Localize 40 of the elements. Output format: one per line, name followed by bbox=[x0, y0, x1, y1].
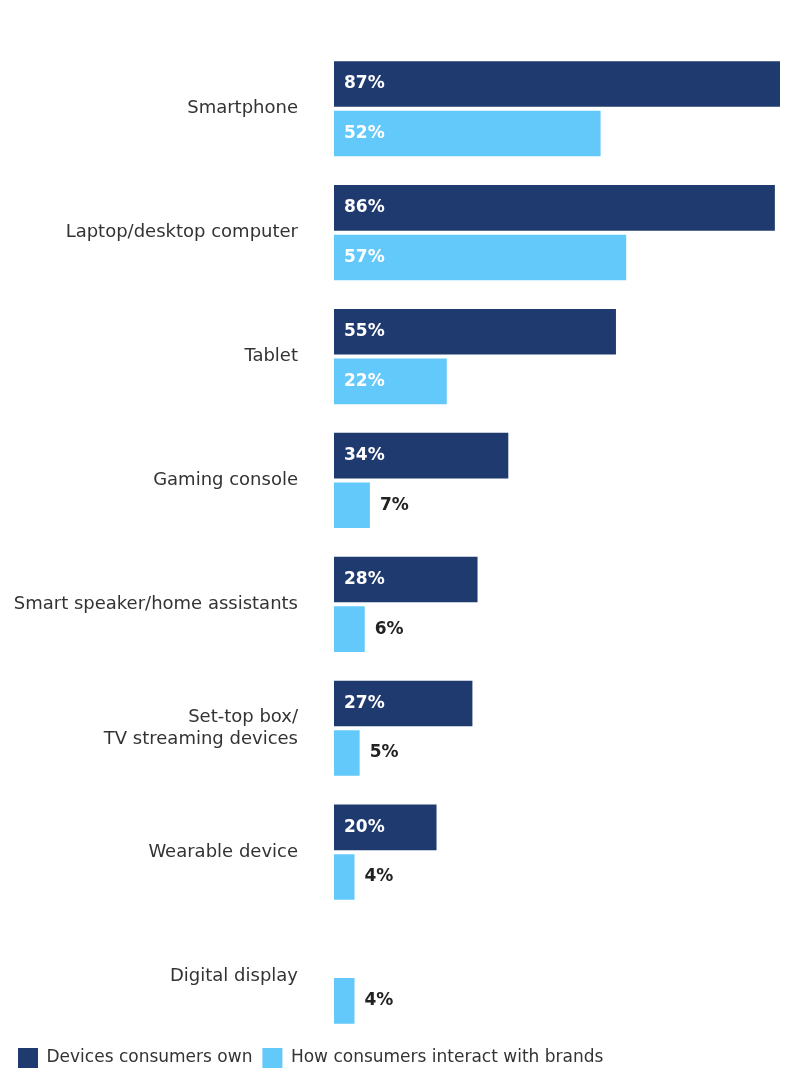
bar bbox=[334, 804, 437, 851]
bar bbox=[334, 234, 627, 281]
data-label: 4% bbox=[364, 865, 394, 886]
bar bbox=[334, 854, 355, 900]
data-label: 57% bbox=[344, 245, 385, 266]
data-label: 86% bbox=[344, 196, 385, 217]
data-label: 7% bbox=[379, 493, 409, 514]
data-label: 22% bbox=[344, 369, 385, 390]
data-label: 34% bbox=[344, 444, 385, 465]
bar bbox=[334, 482, 370, 529]
y-tick-label: Gaming console bbox=[153, 468, 298, 490]
data-label: 28% bbox=[344, 567, 385, 588]
y-tick-label: Smart speaker/home assistants bbox=[13, 592, 298, 614]
y-tick-label: Tablet bbox=[243, 344, 298, 366]
data-label: 55% bbox=[344, 320, 385, 341]
y-tick-label: Smartphone bbox=[187, 96, 298, 118]
bar bbox=[334, 432, 509, 479]
y-tick-label: Set-top box/ TV streaming devices bbox=[102, 705, 299, 748]
data-label: 5% bbox=[369, 741, 399, 762]
legend-label: How consumers interact with brands bbox=[290, 1046, 604, 1067]
legend-label: Devices consumers own bbox=[46, 1046, 253, 1067]
data-label: 20% bbox=[344, 815, 385, 836]
data-label: 6% bbox=[374, 617, 404, 638]
y-tick-label: Digital display bbox=[169, 963, 299, 985]
data-label: 4% bbox=[364, 989, 394, 1010]
y-tick-label: Wearable device bbox=[148, 839, 298, 861]
bar bbox=[334, 606, 365, 652]
bar bbox=[334, 308, 616, 355]
y-tick-label: Laptop/desktop computer bbox=[65, 220, 299, 242]
data-label: 52% bbox=[344, 121, 385, 142]
bar bbox=[334, 110, 601, 157]
bar bbox=[334, 978, 355, 1024]
bar bbox=[334, 185, 775, 231]
bar bbox=[334, 358, 447, 405]
bar bbox=[334, 61, 780, 107]
data-label: 87% bbox=[344, 72, 385, 93]
bar bbox=[334, 680, 473, 727]
data-label: 27% bbox=[344, 691, 385, 712]
bar bbox=[334, 730, 360, 776]
bar bbox=[334, 556, 478, 603]
